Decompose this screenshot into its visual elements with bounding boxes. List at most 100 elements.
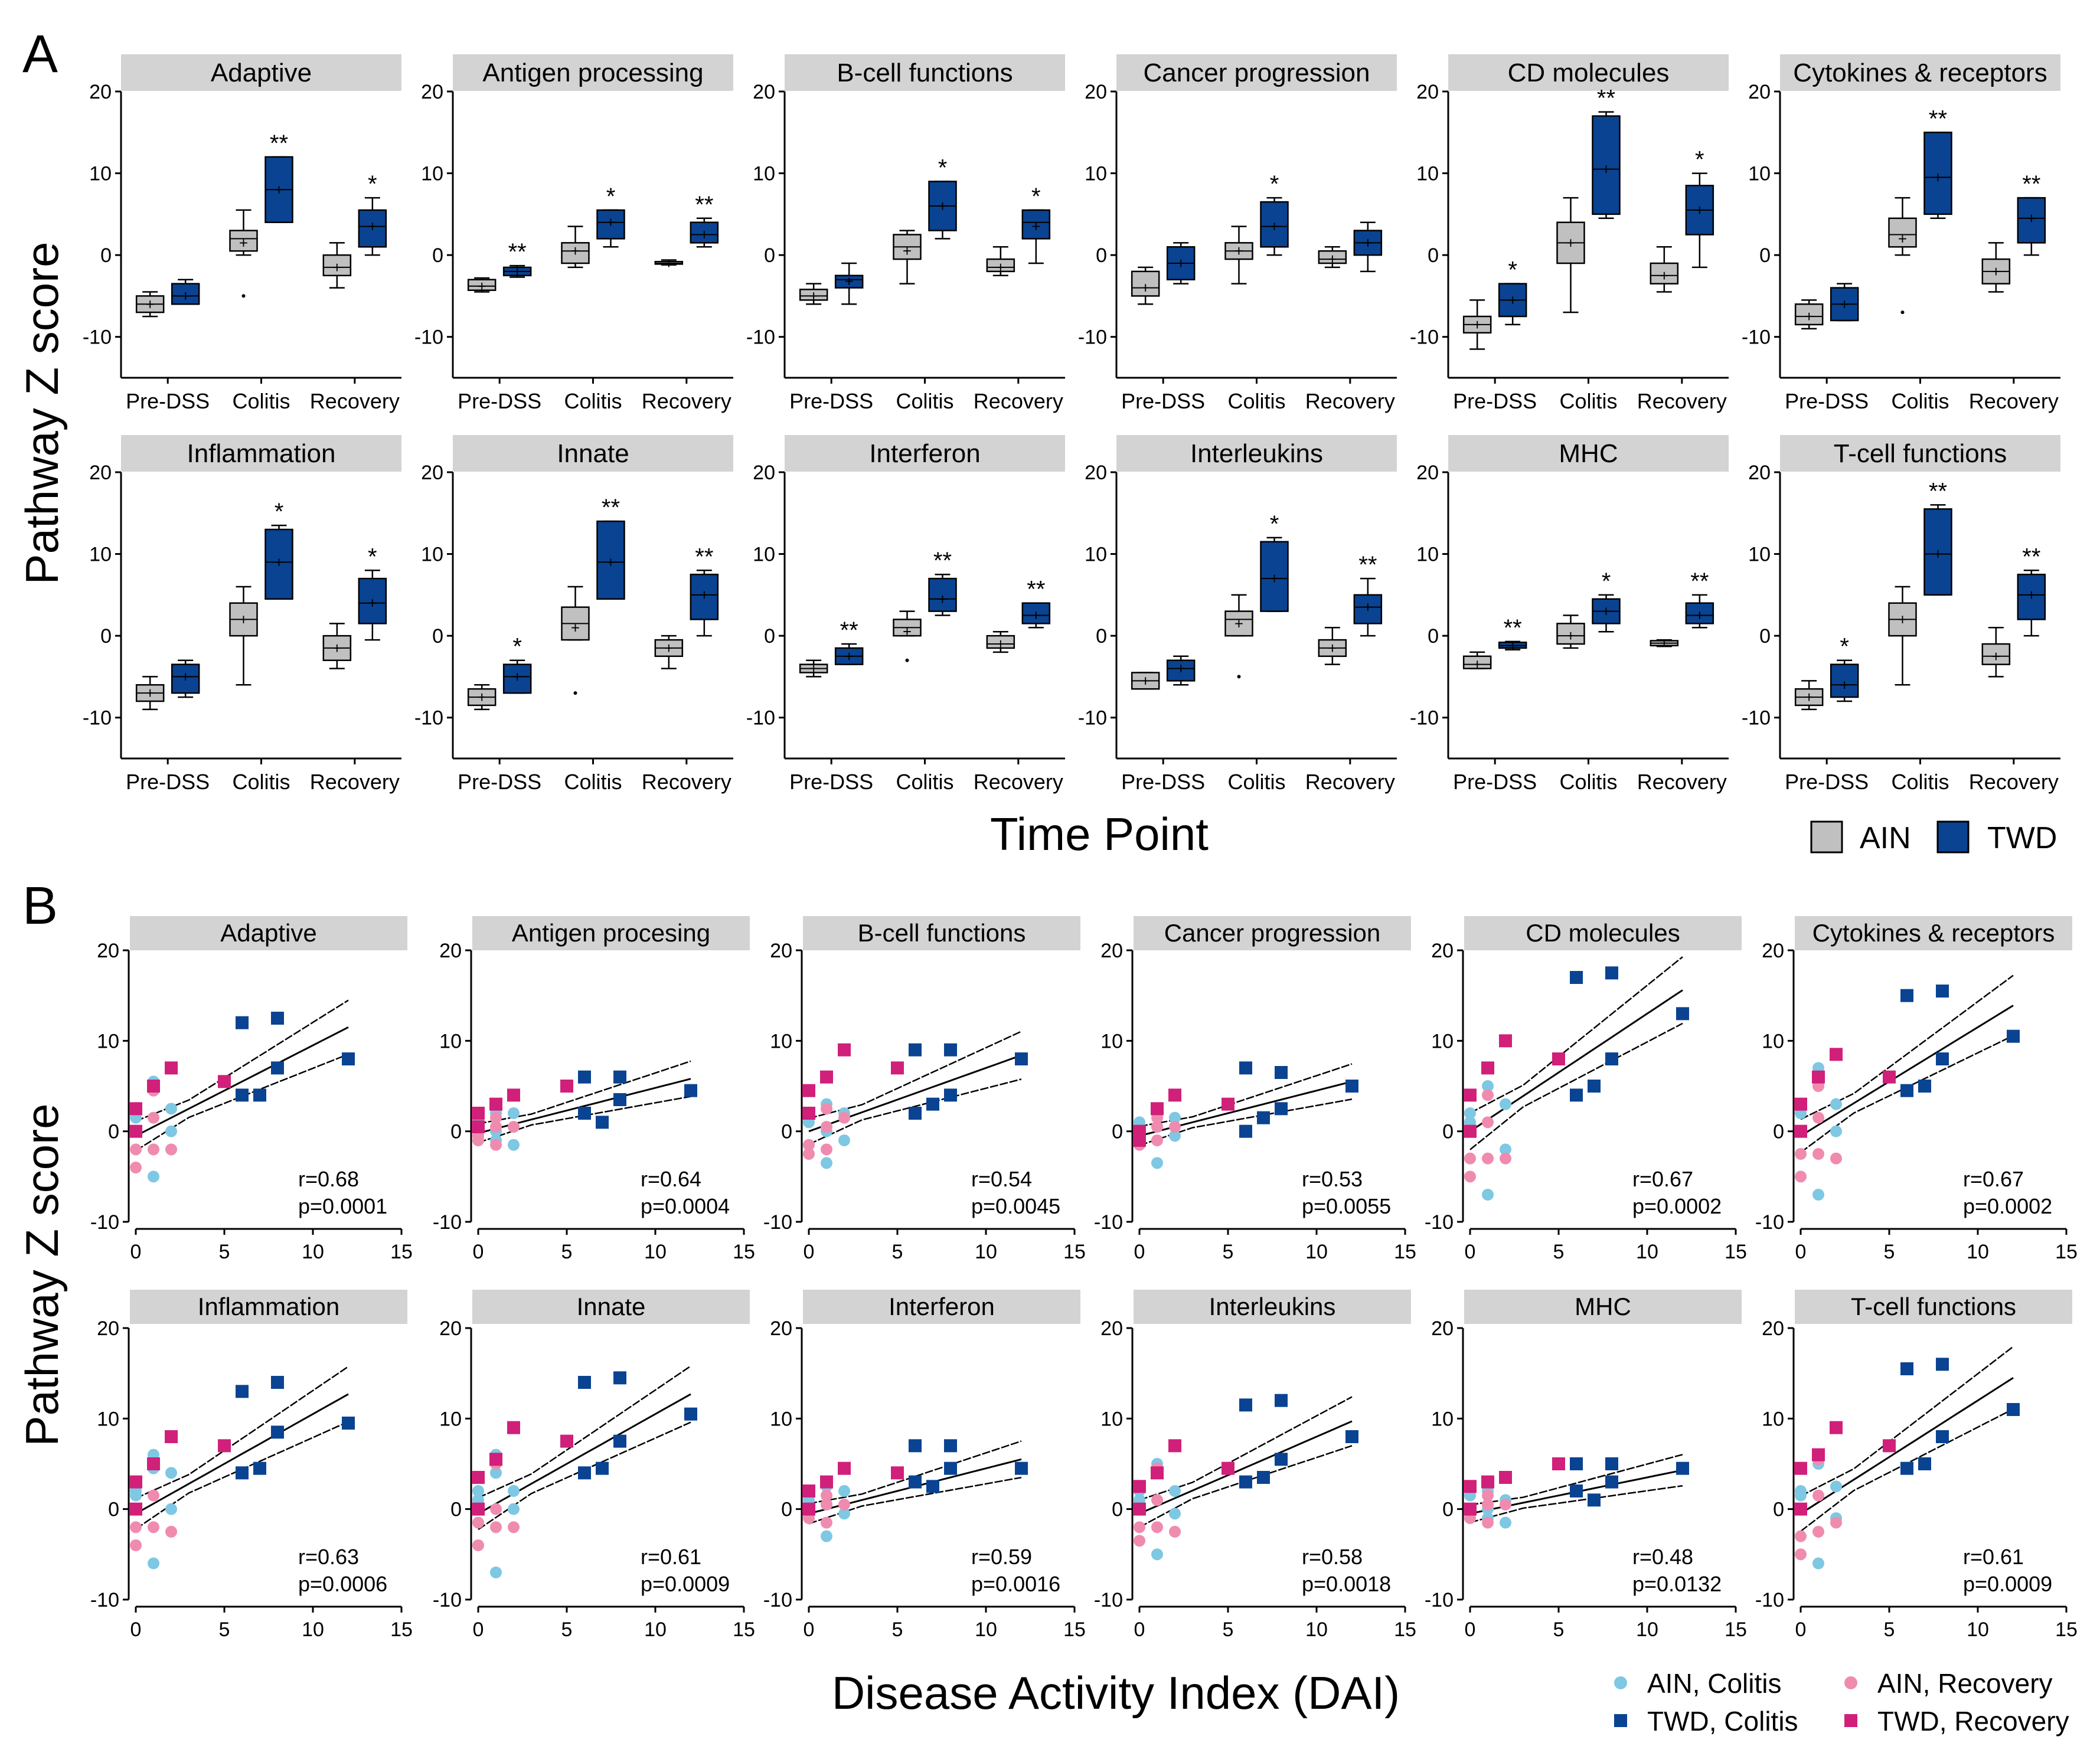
point-twd-colitis	[253, 1461, 266, 1475]
point-ain-recovery	[1830, 1152, 1842, 1165]
ci-upper-line	[135, 1366, 349, 1499]
box-iqr	[1650, 262, 1679, 285]
significance-label: *	[368, 171, 377, 197]
point-ain-colitis	[1151, 1548, 1163, 1561]
point-twd-colitis	[1239, 1061, 1252, 1075]
x-tick-label: 15	[1394, 1241, 1416, 1263]
x-tick-label: Recovery	[1637, 770, 1727, 794]
scatter-cytokines-receptors: Cytokines & receptors -10 0 10 20 0 5 10 15 r=0.6…	[1755, 916, 2078, 1263]
y-tick-label: -10	[90, 1589, 119, 1611]
y-tick-label: -10	[83, 707, 112, 730]
x-tick-label: Recovery	[310, 770, 400, 794]
point-twd-colitis	[613, 1371, 626, 1385]
box-iqr	[358, 577, 387, 624]
box-outlier	[573, 691, 577, 695]
facet-title: T-cell functions	[1851, 1293, 2016, 1320]
box-mean-marker: +	[332, 639, 341, 657]
y-tick-label: -10	[763, 1211, 792, 1234]
x-tick-label: 0	[1465, 1241, 1476, 1263]
box-twd-recovery: + **	[690, 192, 719, 248]
facet-title: Adaptive	[220, 919, 316, 947]
point-ain-recovery	[1169, 1121, 1181, 1133]
x-tick-label: 5	[892, 1618, 903, 1641]
facet-title: MHC	[1559, 439, 1618, 468]
box-ain-recovery: +	[1981, 242, 2011, 293]
regression-line	[135, 1393, 349, 1515]
x-tick-label: Pre-DSS	[1121, 389, 1205, 413]
y-tick-label: 10	[1762, 1030, 1784, 1052]
point-ain-recovery	[508, 1121, 520, 1133]
x-tick-label: Pre-DSS	[1121, 770, 1205, 794]
point-ain-recovery	[1464, 1152, 1476, 1165]
point-twd-recovery	[218, 1439, 231, 1453]
y-tick-label: 20	[753, 462, 775, 484]
box-twd-pre-dss: +	[834, 262, 864, 305]
facet-strip	[1464, 1290, 1742, 1324]
facet-title: B-cell functions	[858, 919, 1026, 947]
x-tick-label: 5	[892, 1241, 903, 1263]
x-tick-label: Colitis	[564, 770, 622, 794]
point-twd-colitis	[1900, 989, 1913, 1002]
box-iqr	[1166, 659, 1196, 682]
x-tick-label: Pre-DSS	[126, 770, 210, 794]
y-tick-label: 20	[439, 1317, 462, 1340]
point-ain-colitis	[1795, 1489, 1807, 1502]
point-twd-recovery	[1830, 1048, 1843, 1061]
point-twd-colitis	[1275, 1102, 1288, 1116]
box-ain-pre-dss: +	[135, 676, 165, 711]
x-tick-label: 10	[302, 1241, 324, 1263]
point-ain-recovery	[130, 1143, 142, 1156]
box-iqr	[2017, 573, 2046, 620]
box-mean-marker: +	[700, 226, 708, 244]
point-ain-colitis	[472, 1485, 484, 1497]
x-tick-label: 5	[1553, 1618, 1565, 1641]
scatter-interleukins: Interleukins -10 0 10 20 0 5 10 15 r=0.58 p=0.0018	[1094, 1290, 1416, 1641]
x-tick-label: Recovery	[974, 770, 1063, 794]
point-twd-colitis	[596, 1116, 609, 1129]
x-tick-label: 15	[2055, 1241, 2078, 1263]
significance-label: **	[1504, 615, 1522, 641]
box-mean-marker: +	[845, 272, 854, 290]
point-twd-colitis	[1239, 1398, 1252, 1412]
x-tick-label: 5	[1884, 1618, 1895, 1641]
facet-strip	[1448, 435, 1729, 472]
box-iqr	[467, 279, 497, 291]
x-tick-label: 5	[1223, 1618, 1234, 1641]
point-twd-colitis	[944, 1088, 957, 1102]
significance-label: **	[1929, 478, 1947, 504]
correlation-p: p=0.0001	[298, 1194, 387, 1218]
box-iqr	[502, 663, 532, 694]
x-tick-label: 0	[130, 1618, 142, 1641]
point-twd-colitis	[342, 1417, 355, 1430]
box-mean-marker: +	[275, 181, 283, 198]
box-mean-marker: +	[368, 218, 377, 236]
x-tick-label: Colitis	[1227, 389, 1285, 413]
box-iqr	[1021, 209, 1051, 240]
box-ain-colitis: +	[1556, 197, 1585, 313]
legend-ain-label: AIN	[1860, 821, 1911, 855]
facet-title: Antigen procesing	[512, 919, 710, 947]
y-tick-label: -10	[90, 1211, 119, 1234]
y-tick-label: 0	[1428, 625, 1439, 648]
box-ain-pre-dss: +	[135, 291, 165, 318]
point-twd-recovery	[1168, 1439, 1181, 1453]
point-ain-recovery	[1795, 1148, 1807, 1160]
facet-strip	[1134, 916, 1411, 950]
point-twd-colitis	[613, 1093, 626, 1106]
box-ain-pre-dss: +	[799, 283, 828, 305]
point-twd-colitis	[2007, 1403, 2020, 1416]
point-twd-colitis	[909, 1107, 922, 1120]
y-tick-label: 10	[1100, 1030, 1123, 1052]
point-twd-colitis	[236, 1088, 249, 1102]
x-tick-label: Pre-DSS	[1785, 770, 1869, 794]
point-twd-colitis	[1936, 1430, 1949, 1443]
box-mean-marker: +	[1270, 218, 1279, 236]
significance-label: **	[1690, 568, 1709, 594]
box-iqr	[596, 209, 625, 240]
point-twd-colitis	[1588, 1080, 1601, 1093]
legend-twd-colitis-marker	[1614, 1714, 1627, 1727]
facet-title: Cancer progression	[1144, 58, 1370, 87]
point-twd-colitis	[909, 1439, 922, 1453]
y-tick-label: 20	[770, 1317, 792, 1340]
point-twd-colitis	[1936, 985, 1949, 998]
